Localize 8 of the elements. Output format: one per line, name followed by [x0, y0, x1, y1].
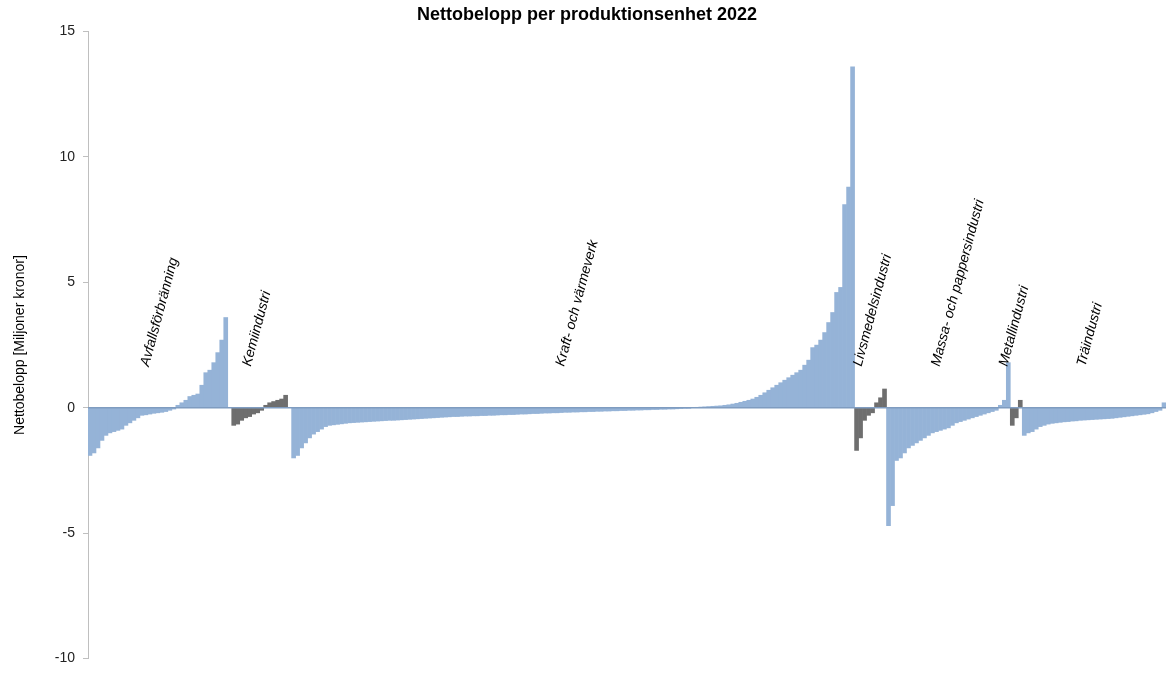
chart-title: Nettobelopp per produktionsenhet 2022	[416, 3, 758, 24]
y-tick-label: -10	[54, 649, 76, 666]
y-tick-label: 15	[59, 22, 76, 39]
y-tick-label: 0	[67, 398, 76, 415]
y-axis-title: Nettobelopp [Miljoner kronor]	[11, 255, 28, 435]
y-tick-label: 10	[59, 147, 76, 164]
y-tick-label: -5	[62, 524, 76, 541]
y-tick-label: 5	[67, 273, 76, 290]
